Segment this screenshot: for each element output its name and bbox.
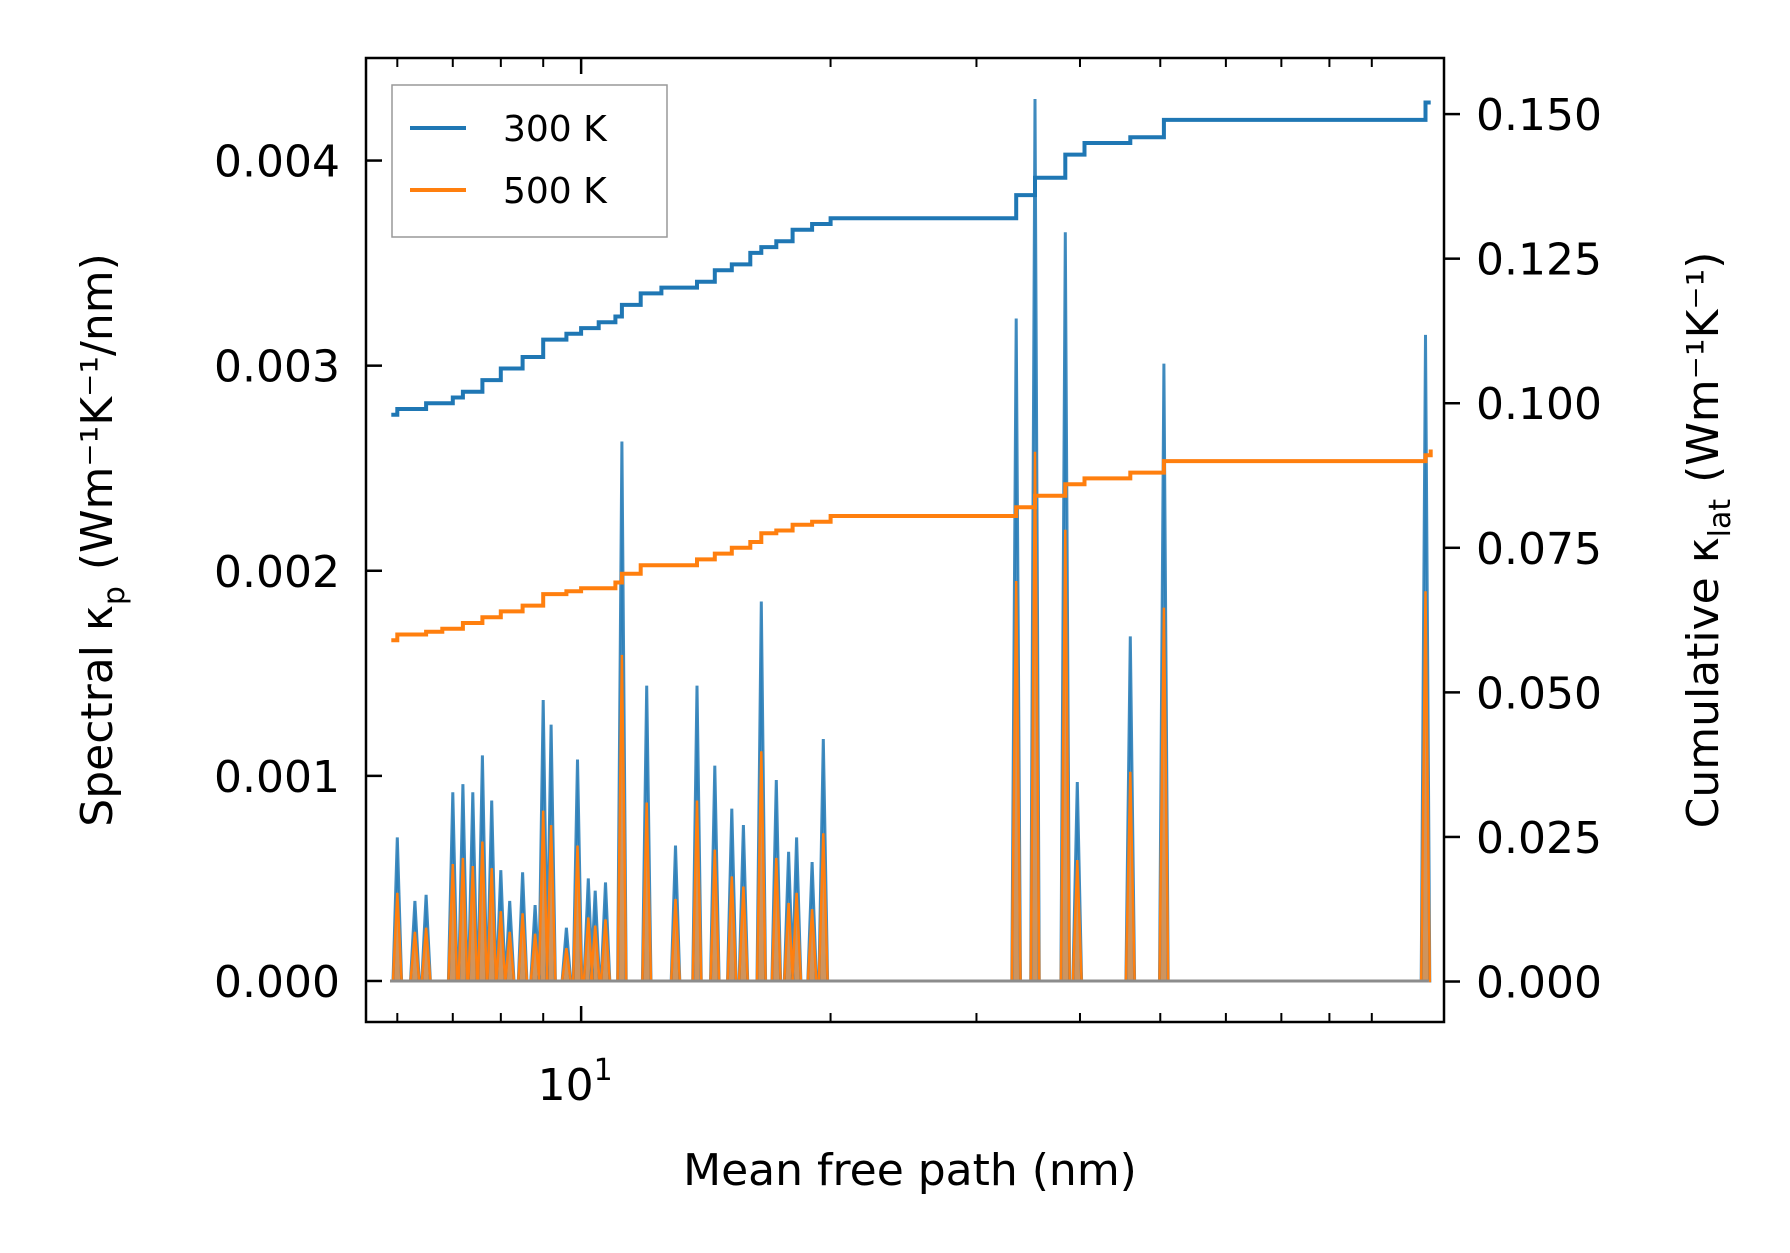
- right-tick-label-2: 0.050: [1476, 668, 1602, 719]
- right-tick-label-4: 0.100: [1476, 379, 1602, 430]
- left-axis-title: Spectral κp (Wm⁻¹K⁻¹/nm): [72, 253, 132, 826]
- right-axis-title-main: Cumulative κ: [1678, 537, 1729, 828]
- plot-frame: [364, 56, 1446, 1024]
- spectral-300k-line: [390, 98, 1432, 983]
- right-tick-label-5: 0.125: [1476, 235, 1602, 286]
- x-tick-label-exponent-0: 1: [594, 1053, 613, 1088]
- spectral-500k-line: [390, 451, 1432, 983]
- axes: 0.000 0.001 0.002 0.003 0.004 0.000 0.025 0.050…: [214, 58, 1602, 1111]
- left-tick-label-3: 0.003: [214, 342, 340, 393]
- right-tick-label-6: 0.150: [1476, 90, 1602, 141]
- legend-label-500k: 500 K: [503, 171, 608, 212]
- left-axis-title-sub: p: [97, 586, 132, 605]
- left-tick-label-4: 0.004: [214, 137, 340, 188]
- cumulative-500k-line: [391, 449, 1433, 643]
- right-tick-label-1: 0.025: [1476, 813, 1602, 864]
- right-tick-label-3: 0.075: [1476, 524, 1602, 575]
- right-axis-title-sub: lat: [1703, 499, 1738, 538]
- cumulative-300k-line: [391, 100, 1431, 417]
- legend-label-300k: 300 K: [503, 109, 608, 150]
- right-axis-title: Cumulative κlat (Wm⁻¹K⁻¹): [1678, 252, 1738, 829]
- left-axis-title-unit: (Wm⁻¹K⁻¹/nm): [72, 253, 123, 570]
- left-tick-label-1: 0.001: [214, 752, 340, 803]
- left-tick-label-2: 0.002: [214, 547, 340, 598]
- left-axis-title-main: Spectral κ: [72, 605, 123, 827]
- left-tick-label-0: 0.000: [214, 957, 340, 1008]
- legend-box: [391, 84, 668, 238]
- x-axis-title: Mean free path (nm): [683, 1145, 1137, 1196]
- legend: 300 K 500 K: [391, 84, 668, 238]
- right-tick-label-0: 0.000: [1476, 958, 1602, 1009]
- plot-area: [390, 98, 1433, 983]
- right-axis-title-unit: (Wm⁻¹K⁻¹): [1678, 252, 1729, 483]
